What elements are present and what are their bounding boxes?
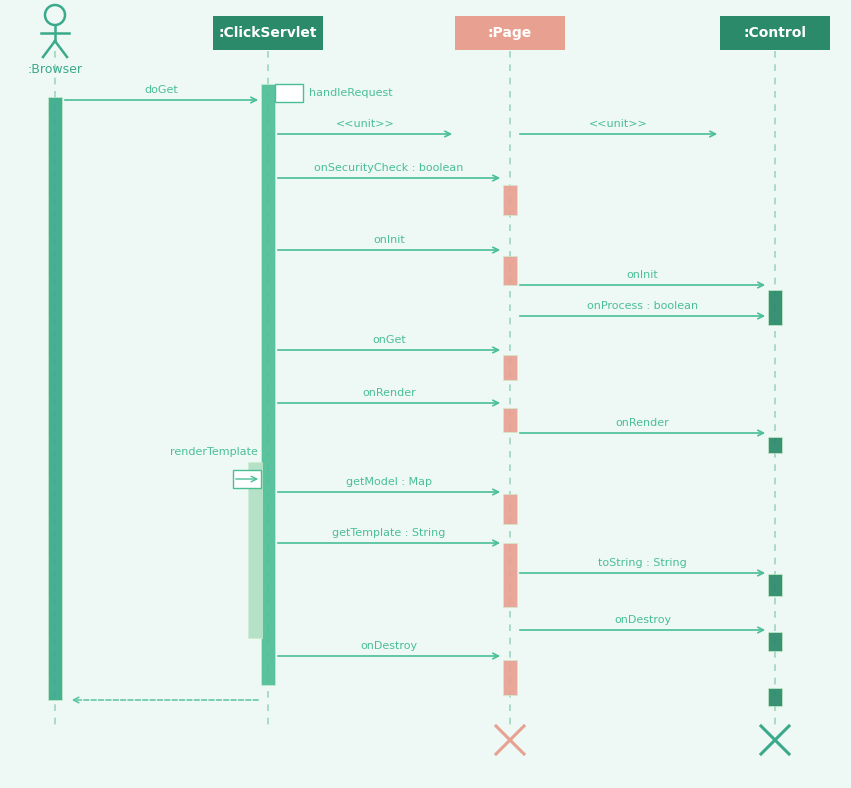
Text: doGet: doGet xyxy=(145,85,179,95)
Text: onProcess : boolean: onProcess : boolean xyxy=(587,301,698,311)
Text: renderTemplate: renderTemplate xyxy=(170,447,258,457)
Bar xyxy=(503,543,517,607)
Bar xyxy=(503,256,517,285)
Bar xyxy=(213,16,323,50)
Text: onRender: onRender xyxy=(615,418,670,428)
Text: :Browser: :Browser xyxy=(27,63,83,76)
Text: toString : String: toString : String xyxy=(598,558,687,568)
Text: getTemplate : String: getTemplate : String xyxy=(332,528,446,538)
Bar xyxy=(275,84,303,102)
Bar xyxy=(503,185,517,215)
Text: :ClickServlet: :ClickServlet xyxy=(219,26,317,40)
Bar xyxy=(261,84,275,685)
Text: onRender: onRender xyxy=(363,388,416,398)
Text: :Control: :Control xyxy=(744,26,807,40)
Text: onDestroy: onDestroy xyxy=(361,641,418,651)
Bar xyxy=(720,16,830,50)
Bar xyxy=(503,355,517,380)
Bar xyxy=(768,688,782,706)
Text: <<unit>>: <<unit>> xyxy=(335,119,394,129)
Text: handleRequest: handleRequest xyxy=(309,88,392,98)
Bar xyxy=(768,290,782,325)
Bar xyxy=(768,632,782,651)
Bar xyxy=(503,660,517,695)
Text: onInit: onInit xyxy=(373,235,405,245)
Bar xyxy=(455,16,565,50)
Text: onInit: onInit xyxy=(626,270,659,280)
Bar xyxy=(48,97,62,700)
Text: getModel : Map: getModel : Map xyxy=(346,477,432,487)
Bar xyxy=(768,437,782,453)
Text: :Page: :Page xyxy=(488,26,532,40)
Text: onDestroy: onDestroy xyxy=(614,615,671,625)
Text: onGet: onGet xyxy=(372,335,406,345)
Bar xyxy=(233,470,261,488)
Text: <<unit>>: <<unit>> xyxy=(589,119,648,129)
Bar xyxy=(503,494,517,524)
Bar xyxy=(248,462,262,638)
Text: onSecurityCheck : boolean: onSecurityCheck : boolean xyxy=(314,163,464,173)
Bar xyxy=(503,408,517,432)
Bar xyxy=(768,574,782,596)
